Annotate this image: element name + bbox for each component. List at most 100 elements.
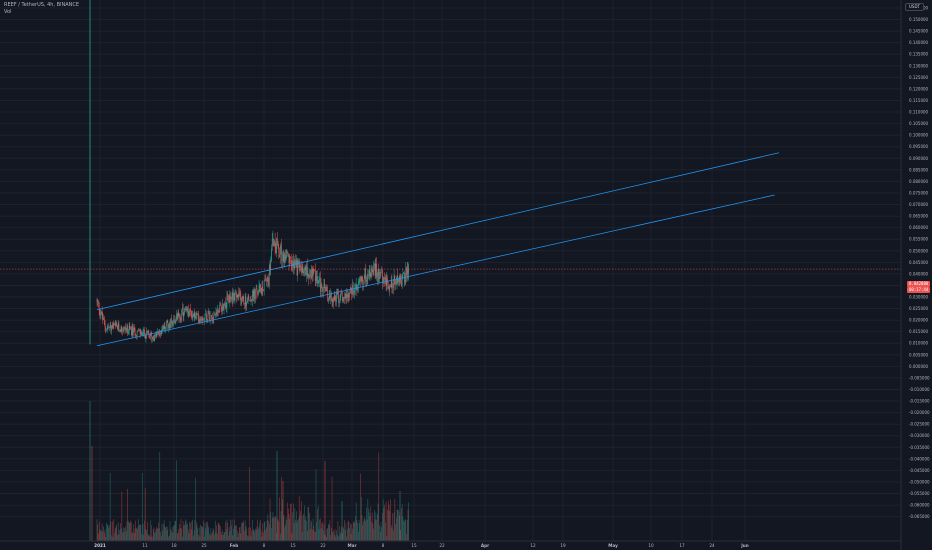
- volume-bar: [390, 499, 391, 541]
- candle-body: [285, 254, 286, 261]
- candle-body: [363, 278, 365, 284]
- volume-bar: [325, 534, 326, 541]
- candle-body: [366, 279, 367, 283]
- volume-bar: [331, 476, 333, 541]
- candle-body: [142, 333, 144, 334]
- volume-bar: [300, 510, 301, 541]
- volume-bar: [382, 512, 383, 541]
- candle-body: [149, 333, 151, 338]
- volume-bar: [408, 502, 410, 541]
- volume-bar: [222, 534, 224, 541]
- candle-body: [282, 259, 283, 261]
- volume-bar: [182, 521, 184, 541]
- volume-bar: [174, 525, 175, 541]
- candle-body: [315, 276, 317, 281]
- candle-body: [317, 276, 318, 284]
- candle-body: [306, 264, 308, 276]
- volume-bar: [371, 521, 372, 541]
- volume-bar: [217, 522, 219, 541]
- currency-selector[interactable]: USDT: [905, 3, 924, 11]
- volume-bar: [282, 499, 283, 541]
- candle-body: [375, 263, 377, 276]
- candle-body: [240, 296, 242, 304]
- candle-body: [408, 266, 410, 274]
- volume-bar: [147, 521, 148, 541]
- candle-body: [403, 272, 404, 275]
- candle-body: [257, 293, 258, 295]
- volume-bar: [381, 527, 382, 541]
- candle-body: [379, 271, 380, 280]
- time-tick-label: Apr: [481, 543, 490, 548]
- volume-bar: [125, 531, 127, 541]
- volume-bar: [256, 526, 258, 541]
- volume-bar: [293, 503, 294, 541]
- volume-bar: [209, 533, 210, 541]
- volume-bar: [384, 504, 385, 541]
- volume-bar: [401, 508, 402, 541]
- candle-body: [201, 317, 202, 321]
- price-tick-label: -0.025000: [909, 422, 930, 427]
- volume-bar: [166, 530, 168, 541]
- time-tick-label: 12: [530, 543, 536, 548]
- candle-body: [295, 260, 297, 265]
- price-tick-label: 0.125000: [909, 75, 929, 80]
- volume-bar: [191, 521, 193, 541]
- volume-bar: [340, 531, 342, 541]
- candle-body: [193, 312, 195, 317]
- candle-body: [368, 269, 370, 275]
- volume-bar: [396, 518, 397, 541]
- candle-body: [320, 277, 321, 292]
- candle-body: [244, 302, 245, 304]
- volume-bar: [190, 522, 191, 541]
- volume-bar: [158, 522, 159, 541]
- candle-body: [107, 327, 109, 329]
- volume-bar: [241, 522, 242, 541]
- volume-bar: [226, 519, 228, 541]
- candle-body: [300, 265, 301, 268]
- volume-bar: [298, 518, 299, 541]
- candle-body: [405, 267, 407, 280]
- volume-indicator-label[interactable]: Vol: [4, 9, 12, 15]
- volume-bar: [223, 531, 225, 541]
- candle-body: [266, 280, 268, 281]
- volume-bar: [390, 525, 392, 541]
- volume-bar: [328, 525, 330, 541]
- volume-bar: [144, 520, 145, 541]
- candle-body: [183, 313, 185, 317]
- candle-body: [222, 304, 224, 310]
- volume-bar: [266, 520, 268, 541]
- candle-body: [223, 305, 225, 310]
- candle-body: [263, 289, 264, 291]
- candle-body: [270, 260, 272, 270]
- volume-bar: [97, 524, 99, 541]
- volume-bar: [348, 521, 350, 541]
- candle-body: [208, 310, 209, 315]
- volume-bar: [198, 534, 199, 541]
- candle-body: [331, 299, 333, 302]
- volume-bar: [109, 473, 111, 541]
- candle-body: [295, 260, 296, 265]
- volume-bar: [252, 529, 254, 541]
- symbol-title[interactable]: REEF / TetherUS, 4h, BINANCE: [4, 2, 80, 8]
- candle-body: [125, 330, 127, 331]
- candle-body: [155, 333, 156, 335]
- candle-body: [252, 290, 253, 301]
- volume-bar: [347, 528, 348, 541]
- volume-bar: [244, 531, 245, 541]
- volume-bar: [391, 527, 393, 541]
- candle-body: [139, 329, 141, 334]
- price-tick-label: -0.015000: [909, 399, 930, 404]
- volume-bar: [366, 507, 367, 541]
- volume-bar: [304, 505, 305, 541]
- candle-body: [382, 279, 384, 283]
- candle-body: [219, 305, 220, 312]
- candle-body: [308, 273, 309, 279]
- volume-bar: [111, 535, 112, 541]
- volume-bar: [122, 527, 124, 541]
- candle-body: [241, 298, 242, 304]
- candle-body: [194, 312, 196, 319]
- candle-body: [276, 237, 277, 254]
- volume-bar: [263, 521, 265, 541]
- volume-bar: [122, 532, 123, 541]
